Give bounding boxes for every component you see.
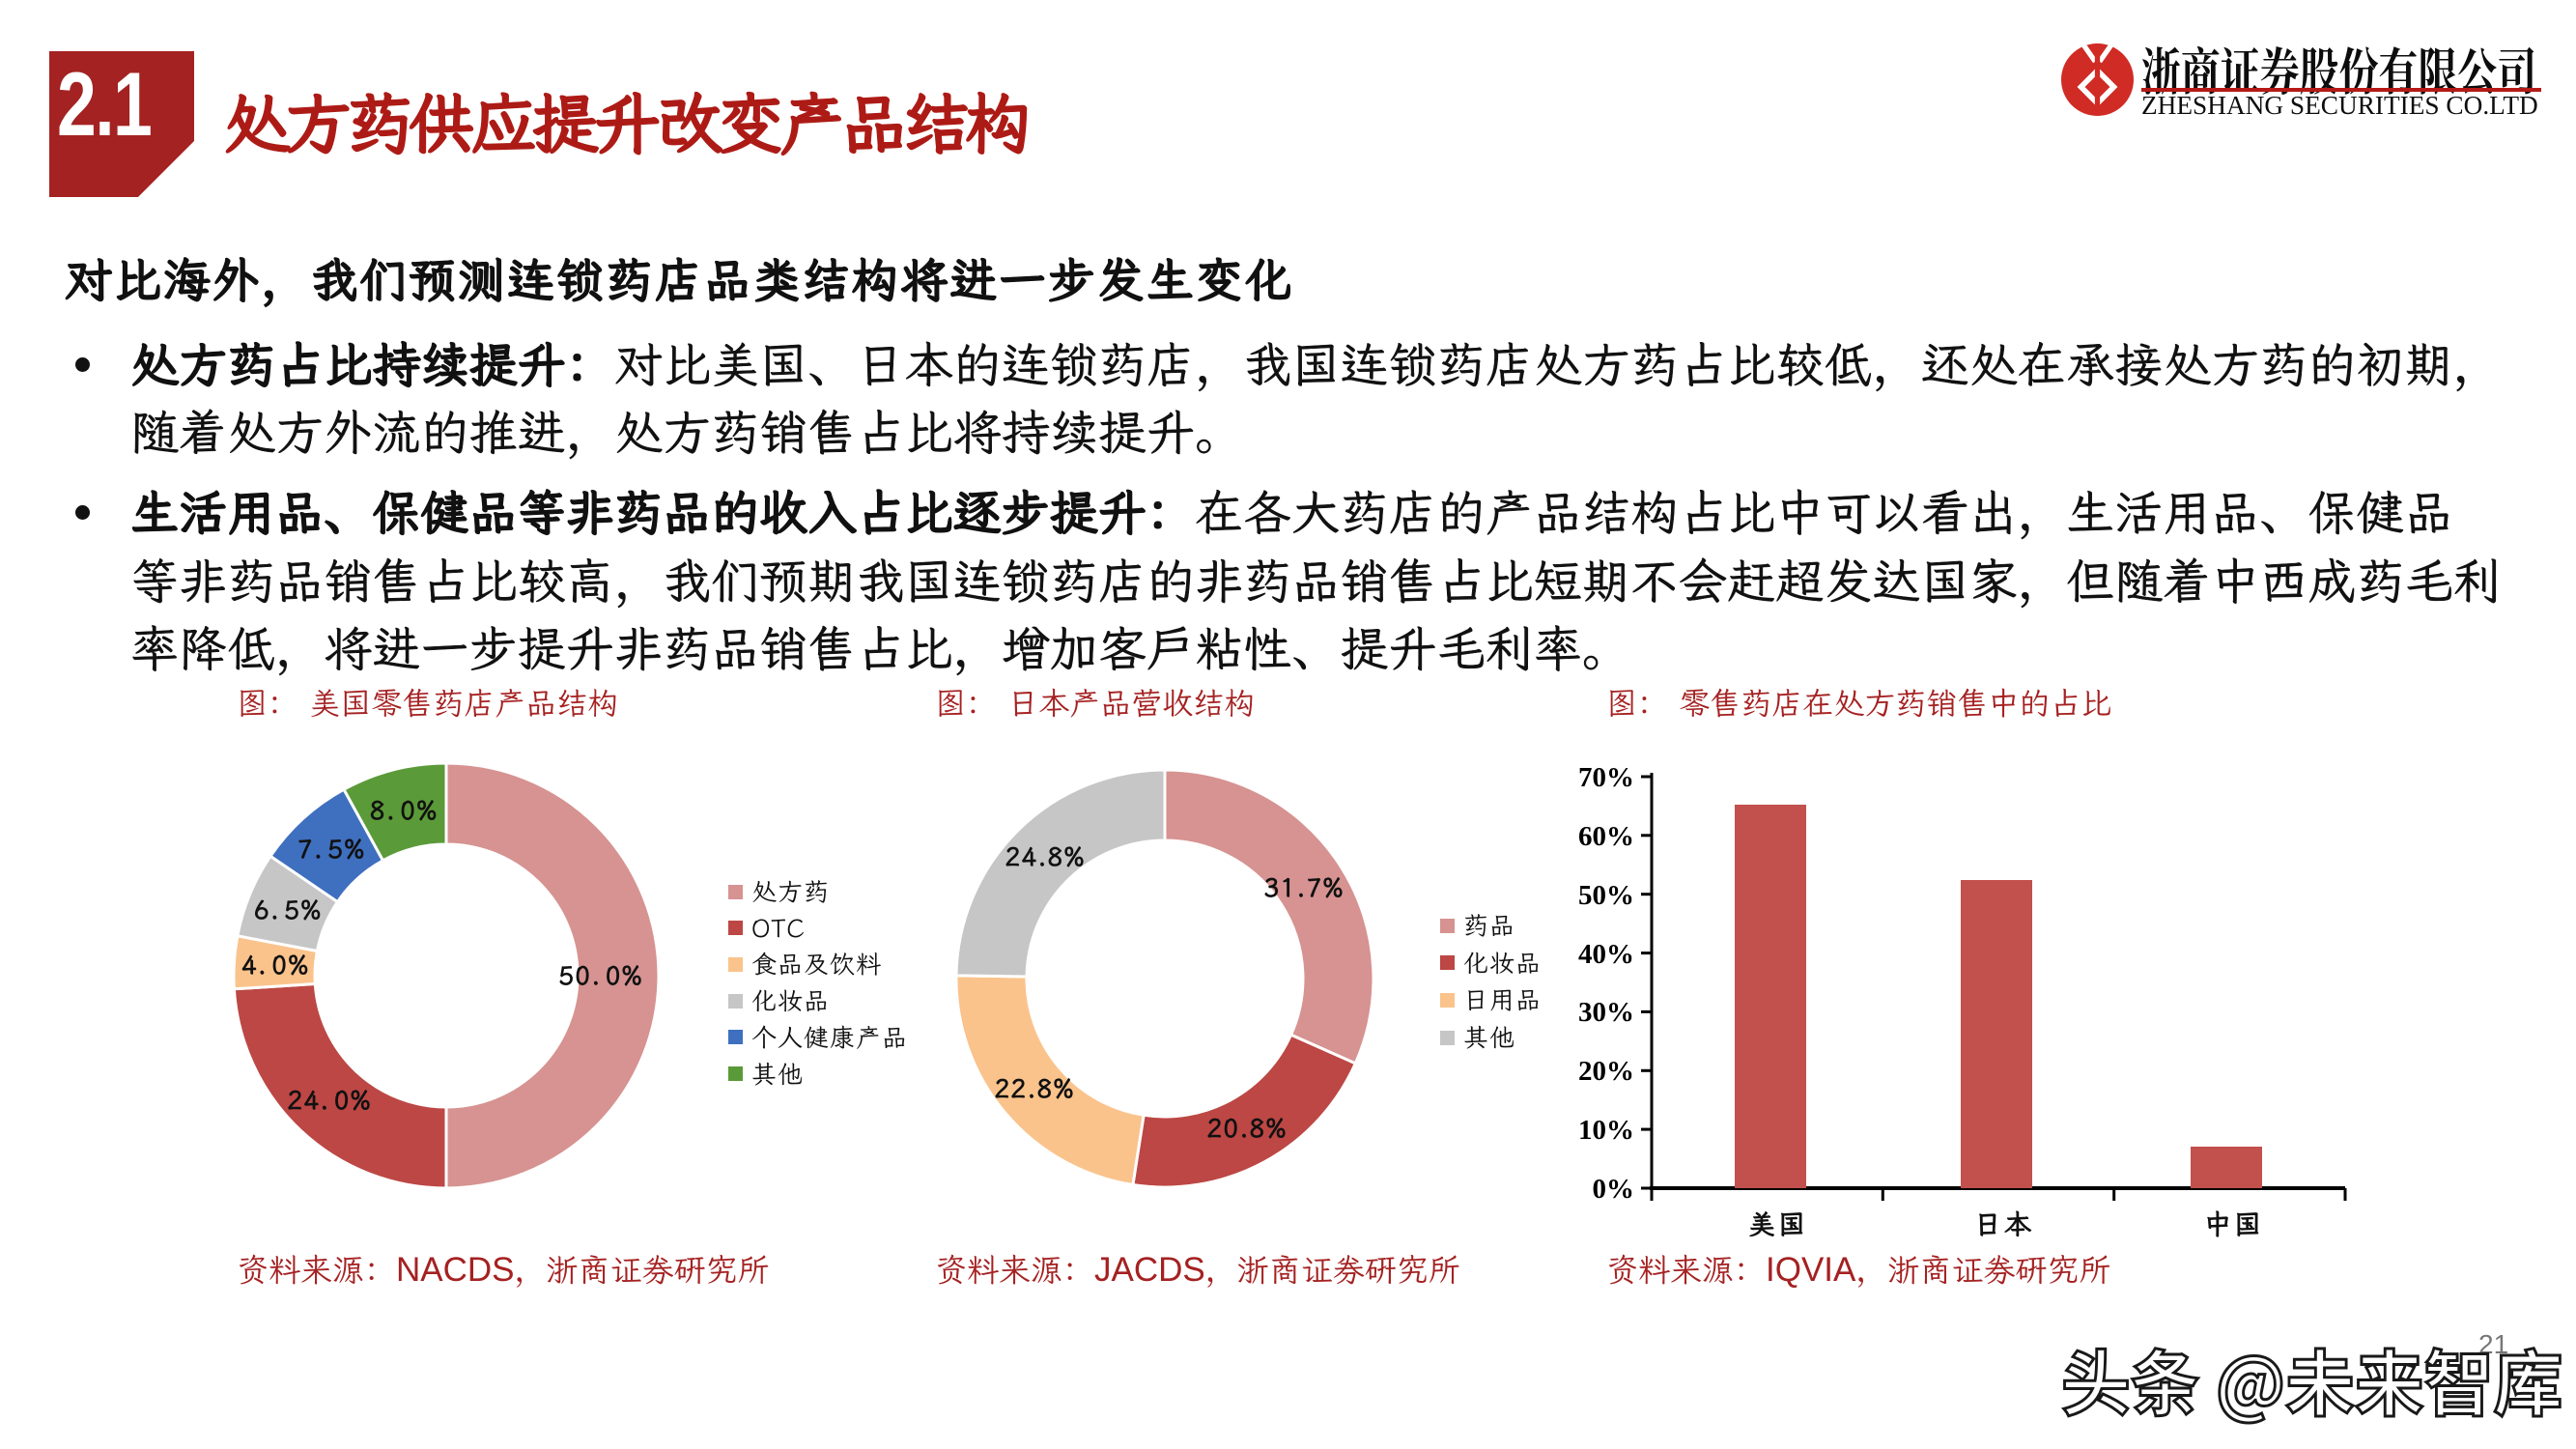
svg-text:24.8%: 24.8% [1005, 839, 1085, 873]
svg-text:20%: 20% [1578, 1056, 1634, 1087]
svg-text:0%: 0% [1593, 1174, 1635, 1205]
svg-text:31.7%: 31.7% [1263, 870, 1344, 904]
svg-text:30%: 30% [1578, 997, 1634, 1028]
svg-text:7. 5%: 7. 5% [297, 832, 366, 866]
svg-text:70%: 70% [1578, 762, 1634, 793]
svg-text:6. 5%: 6. 5% [254, 893, 323, 926]
svg-text:24. 0%: 24. 0% [287, 1083, 371, 1117]
svg-text:20.8%: 20.8% [1206, 1111, 1287, 1145]
svg-text:10%: 10% [1578, 1115, 1634, 1146]
svg-text:8. 0%: 8. 0% [370, 793, 439, 827]
svg-text:22.8%: 22.8% [994, 1071, 1074, 1105]
svg-text:美国: 美国 [1748, 1206, 1808, 1241]
svg-text:50. 0%: 50. 0% [558, 958, 642, 992]
svg-text:4. 0%: 4. 0% [241, 948, 310, 981]
svg-text:40%: 40% [1578, 939, 1634, 970]
svg-text:60%: 60% [1578, 821, 1634, 852]
svg-text:日本: 日本 [1974, 1206, 2034, 1241]
svg-text:中国: 中国 [2204, 1206, 2264, 1241]
svg-text:50%: 50% [1578, 880, 1634, 911]
